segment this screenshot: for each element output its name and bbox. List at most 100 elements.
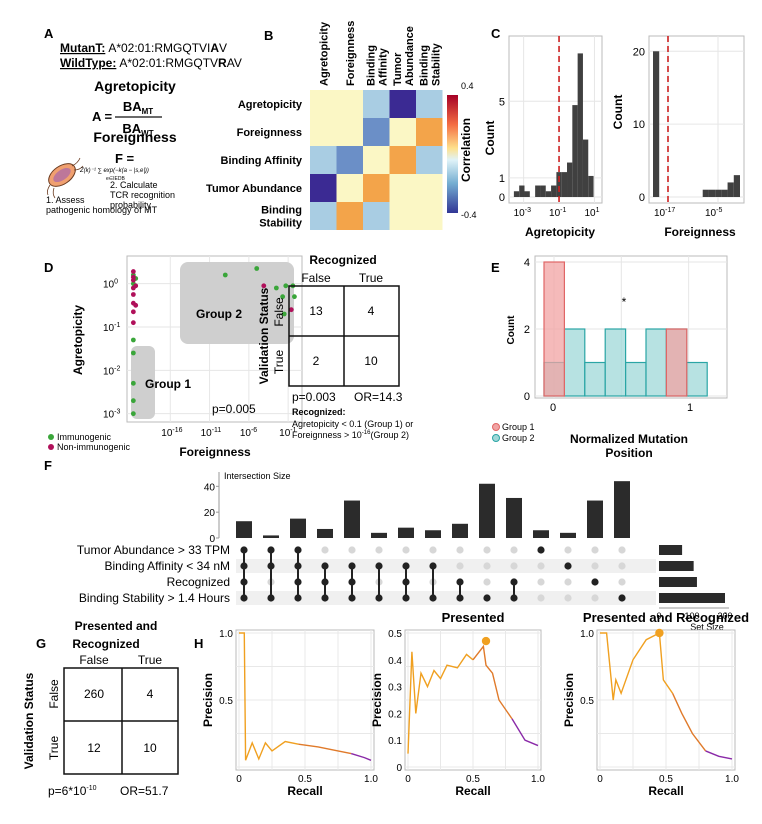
heatmap-cell	[389, 90, 416, 118]
panel-e-y-tick: 4	[524, 257, 530, 269]
membership-dot-off	[483, 562, 491, 570]
heatmap-cell	[416, 90, 443, 118]
nonimmunogenic-point	[130, 309, 136, 315]
table2-title-line2: Recognized	[72, 637, 139, 651]
bacterium-icon	[46, 157, 84, 199]
table1-row-false: False	[272, 297, 286, 327]
hist1-x-tick: 101	[584, 207, 599, 219]
pr-y-tick: 0.1	[388, 736, 402, 747]
membership-dot-off	[591, 594, 599, 602]
immunogenic-point	[254, 266, 260, 271]
heatmap-cell	[389, 174, 416, 202]
nonimmunogenic-point	[130, 269, 136, 274]
intersection-bar	[344, 500, 360, 538]
pr-curve	[298, 743, 352, 755]
pr-plot-3: 0 0.5 1.0 0.5 1.0 Recall Precision Presented an…	[562, 610, 749, 798]
hist2-frame	[648, 35, 745, 204]
scatter-y-tick: 10-2	[103, 365, 120, 377]
hist2-y-tick: 20	[633, 46, 645, 58]
membership-dot-off	[429, 546, 437, 554]
intersection-bar	[398, 527, 414, 538]
intersection-bar	[560, 532, 576, 538]
heatmap-col-label: Binding	[418, 45, 430, 86]
panel-b: B Agretopicity Foreignness Binding Affinity…	[206, 21, 477, 230]
hist2-bar	[733, 175, 740, 197]
table1-note-line2: Foreignness > 10-16(Group 2)	[292, 430, 409, 440]
heatmap-cell	[389, 202, 416, 230]
pr-y-tick: 0.5	[580, 696, 594, 707]
hist1-bar	[551, 185, 557, 197]
set-label: Tumor Abundance > 33 TPM	[77, 543, 230, 557]
heatmap-cell	[336, 174, 363, 202]
table1-row-title: Validation Status	[257, 287, 271, 384]
hist1-bar	[545, 191, 552, 197]
membership-dot-on	[564, 562, 572, 570]
upset-row-band	[236, 559, 656, 573]
heatmap-col-label: Tumor	[392, 52, 404, 86]
membership-dot-off	[456, 562, 464, 570]
panel-g: G Presented and Recognized False True 26…	[22, 619, 179, 798]
legend-group-2: Group 2	[502, 433, 535, 443]
table1-note-line1: Agretopicity < 0.1 (Group 1) or	[292, 419, 413, 429]
membership-dot-off	[510, 546, 518, 554]
table2-row-true: True	[47, 736, 61, 761]
heatmap-cell	[310, 90, 337, 118]
pr-x-tick: 0	[236, 774, 242, 785]
pr-x-tick: 0	[405, 774, 411, 785]
step-2-line2: TCR recognition	[110, 190, 175, 200]
panel-h: H 0 0.5 1.0 0.5 1.0 Recall Precision 0 0.5 1.0 0 0.…	[194, 610, 749, 798]
pr-y-tick: 1.0	[580, 629, 594, 640]
pr-y-tick: 0.5	[219, 696, 233, 707]
step-1-line1: 1. Assess	[46, 195, 85, 205]
group-2-label: Group 2	[196, 307, 242, 321]
panel-d: D Group 2 Group 1 10-16 10-11 10-6 10-1 100 1…	[44, 255, 303, 459]
membership-dot-on	[591, 578, 599, 586]
hist1-bar	[577, 53, 583, 198]
group-2-bar	[584, 361, 606, 397]
hist2-y-tick: 0	[639, 192, 645, 204]
hist1-bar	[524, 191, 530, 197]
heatmap-col-label: Affinity	[377, 47, 389, 86]
nonimmunogenic-point	[133, 302, 139, 308]
hist1-bar	[572, 105, 578, 197]
group-2-bar	[686, 361, 708, 397]
hist1-bar	[582, 139, 589, 197]
panel-label-f: F	[44, 458, 52, 473]
table1-cell-ff: 13	[309, 304, 323, 318]
pr-y-tick: 1.0	[219, 629, 233, 640]
heatmap-row-labels: Agretopicity Foreignness Binding Affinity T…	[206, 99, 303, 230]
hist2-bar	[708, 189, 716, 197]
hist1-bar	[519, 185, 525, 197]
scatter-p-value: p=0.005	[212, 402, 256, 416]
intersection-bar	[263, 535, 279, 538]
pr-y-axis-label: Precision	[201, 673, 215, 727]
hist1-bar	[513, 191, 520, 197]
pr-plot-2: 0 0.5 1.000.10.20.30.40.5RecallPrecisionPr…	[370, 610, 545, 798]
panel-label-a: A	[44, 26, 54, 41]
heatmap-cell	[310, 118, 337, 146]
hist1-x-tick: 10-3	[514, 207, 531, 219]
group-2-bar	[645, 328, 667, 397]
panel-e-x-tick: 0	[550, 402, 556, 414]
legend-group-1: Group 1	[502, 422, 535, 432]
legend-nonimmunogenic: Non-immunogenic	[57, 442, 131, 452]
heatmap-cell	[336, 118, 363, 146]
hist2-y-tick: 10	[633, 119, 645, 131]
table2-title-line1: Presented and	[75, 619, 158, 633]
pr-y-tick: 0.3	[388, 683, 402, 694]
scatter-y-tick: 10-1	[103, 322, 120, 334]
nonimmunogenic-point	[133, 283, 139, 289]
pr-y-tick: 0	[396, 763, 402, 774]
pr-marker	[481, 636, 491, 646]
nonimmunogenic-point	[261, 283, 267, 289]
hist1-y-tick: 0	[499, 192, 505, 204]
upset-y-tick: 0	[209, 534, 215, 545]
significance-star: *	[622, 295, 627, 309]
step-2-line1: 2. Calculate	[110, 180, 158, 190]
intersection-size-label: Intersection Size	[224, 471, 291, 481]
intersection-bar	[290, 518, 306, 538]
upset-y-tick: 40	[204, 482, 216, 493]
heatmap-col-label: Binding	[365, 45, 377, 86]
tcr-formula: Z(k)⁻¹ ∑ exp(−k(a − |s,e|))	[79, 168, 149, 174]
